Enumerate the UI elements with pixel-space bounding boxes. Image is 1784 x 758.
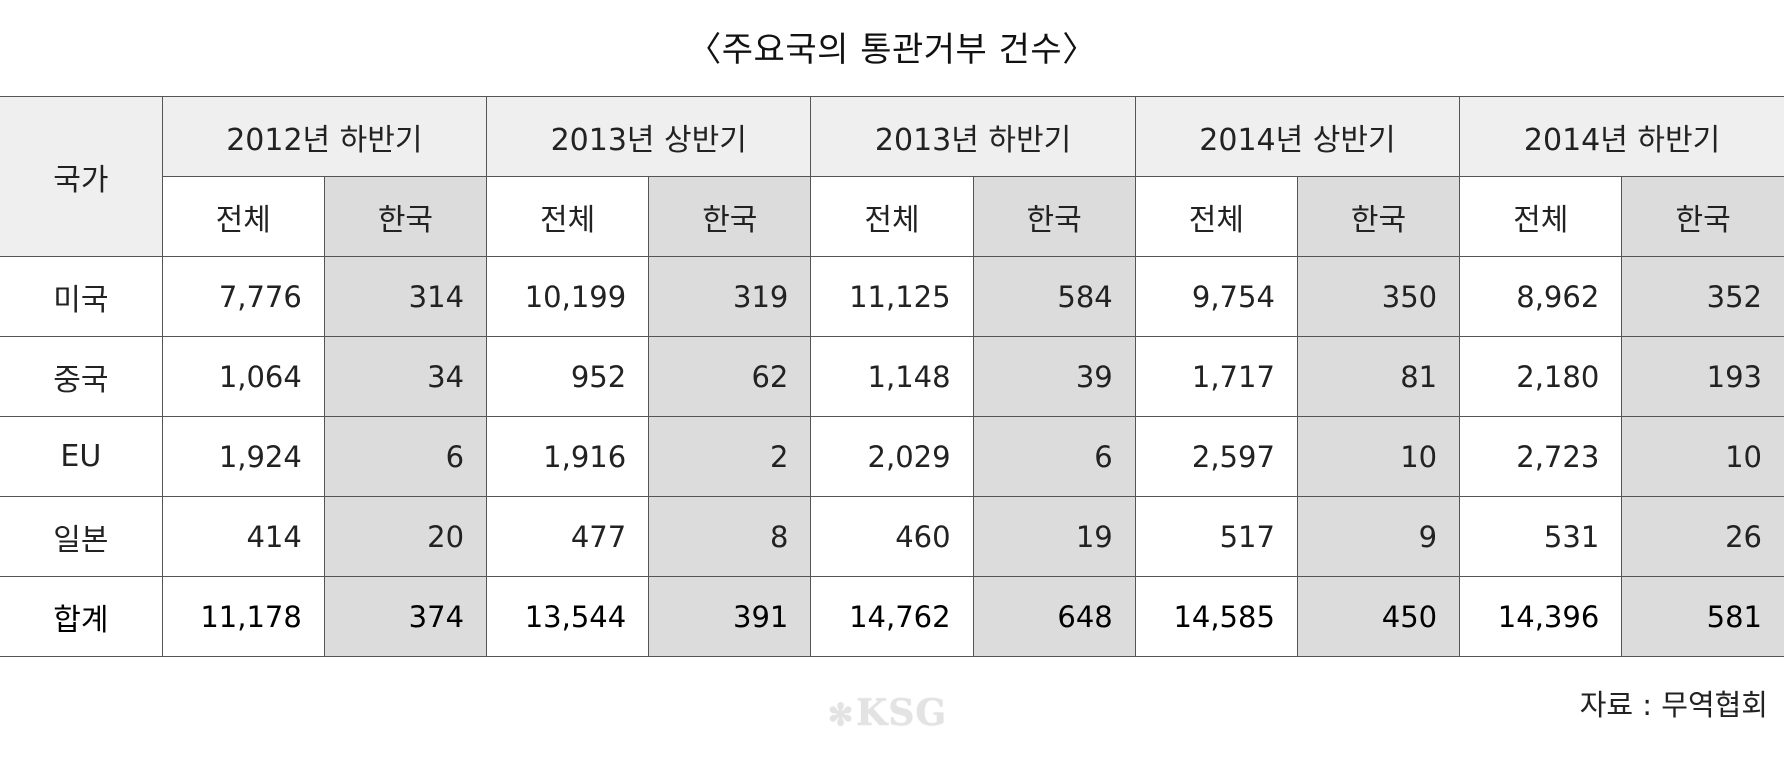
total-value-cell: 11,125	[810, 256, 974, 337]
total-value-cell: 2,029	[810, 416, 974, 497]
korea-value-cell: 8	[648, 496, 812, 577]
period-header: 2014년 상반기	[1134, 96, 1461, 177]
korea-value-cell: 2	[648, 416, 812, 497]
subheader-total: 전체	[1459, 176, 1623, 257]
total-value-cell: 477	[486, 496, 650, 577]
korea-value-cell: 81	[1296, 336, 1461, 417]
subheader-total: 전체	[1134, 176, 1298, 257]
total-value-cell: 1,916	[486, 416, 650, 497]
table-row: EU 1,924 6 1,916 2 2,029 6 2,597 10 2,723 10	[0, 416, 1784, 497]
country-column-header: 국가	[0, 96, 163, 257]
korea-value-cell: 6	[972, 416, 1136, 497]
table-row: 일본 414 20 477 8 460 19 517 9 531 26	[0, 496, 1784, 577]
total-value-cell: 10,199	[486, 256, 650, 337]
row-label: 합계	[0, 576, 163, 657]
korea-value-cell: 10	[1621, 416, 1784, 497]
period-header: 2013년 하반기	[810, 96, 1136, 177]
total-value-cell: 14,762	[810, 576, 974, 657]
chart-title: 〈주요국의 통관거부 건수〉	[687, 30, 1097, 70]
total-value-cell: 13,544	[486, 576, 650, 657]
period-header: 2013년 상반기	[486, 96, 812, 177]
korea-value-cell: 581	[1621, 576, 1784, 657]
korea-value-cell: 374	[323, 576, 488, 657]
korea-value-cell: 450	[1296, 576, 1461, 657]
korea-value-cell: 314	[323, 256, 488, 337]
korea-value-cell: 6	[323, 416, 488, 497]
snowflake-icon: ✻	[828, 698, 855, 733]
table-body: 미국 7,776 314 10,199 319 11,125 584 9,754 350 8,96…	[0, 256, 1784, 657]
total-value-cell: 460	[810, 496, 974, 577]
data-table: 국가 2012년 하반기 2013년 상반기 2013년 하반기 2014년 상반기 2…	[0, 96, 1784, 657]
korea-value-cell: 350	[1296, 256, 1461, 337]
table-row: 중국 1,064 34 952 62 1,148 39 1,717 81 2,180 193	[0, 336, 1784, 417]
korea-value-cell: 19	[972, 496, 1136, 577]
total-value-cell: 1,717	[1134, 336, 1298, 417]
total-value-cell: 2,597	[1134, 416, 1298, 497]
total-value-cell: 531	[1459, 496, 1623, 577]
total-value-cell: 414	[161, 496, 325, 577]
total-value-cell: 952	[486, 336, 650, 417]
korea-value-cell: 391	[648, 576, 812, 657]
source-note: 자료 : 무역협회	[1579, 688, 1768, 722]
row-label: 중국	[0, 336, 163, 417]
total-value-cell: 8,962	[1459, 256, 1623, 337]
korea-value-cell: 648	[972, 576, 1136, 657]
korea-value-cell: 584	[972, 256, 1136, 337]
subheader-korea: 한국	[972, 176, 1136, 257]
korea-value-cell: 39	[972, 336, 1136, 417]
total-value-cell: 517	[1134, 496, 1298, 577]
subheader-korea: 한국	[648, 176, 812, 257]
korea-value-cell: 352	[1621, 256, 1784, 337]
subheader-total: 전체	[162, 176, 325, 257]
korea-value-cell: 9	[1296, 496, 1461, 577]
total-value-cell: 1,924	[161, 416, 325, 497]
total-value-cell: 11,178	[161, 576, 325, 657]
ksg-watermark-logo: ✻KSG	[828, 692, 948, 734]
row-label: EU	[0, 416, 163, 497]
row-label: 일본	[0, 496, 163, 577]
table-header: 국가 2012년 하반기 2013년 상반기 2013년 하반기 2014년 상반기 2…	[0, 96, 1784, 257]
korea-value-cell: 20	[323, 496, 488, 577]
total-value-cell: 7,776	[161, 256, 325, 337]
period-header: 2014년 하반기	[1459, 96, 1784, 177]
korea-value-cell: 319	[648, 256, 812, 337]
korea-value-cell: 34	[323, 336, 488, 417]
total-value-cell: 1,148	[810, 336, 974, 417]
korea-value-cell: 62	[648, 336, 812, 417]
total-value-cell: 14,396	[1459, 576, 1623, 657]
subheader-korea: 한국	[323, 176, 488, 257]
korea-value-cell: 10	[1296, 416, 1461, 497]
korea-value-cell: 26	[1621, 496, 1784, 577]
subheader-total: 전체	[810, 176, 974, 257]
subheader-total: 전체	[486, 176, 650, 257]
total-value-cell: 14,585	[1134, 576, 1298, 657]
table-row: 미국 7,776 314 10,199 319 11,125 584 9,754 350 8,96…	[0, 256, 1784, 337]
total-value-cell: 2,723	[1459, 416, 1623, 497]
table-row: 합계 11,178 374 13,544 391 14,762 648 14,585 450 14…	[0, 576, 1784, 657]
period-header: 2012년 하반기	[161, 96, 488, 177]
total-value-cell: 9,754	[1134, 256, 1298, 337]
total-value-cell: 2,180	[1459, 336, 1623, 417]
total-value-cell: 1,064	[161, 336, 325, 417]
korea-value-cell: 193	[1621, 336, 1784, 417]
row-label: 미국	[0, 256, 163, 337]
subheader-korea: 한국	[1296, 176, 1461, 257]
subheader-korea: 한국	[1621, 176, 1784, 257]
